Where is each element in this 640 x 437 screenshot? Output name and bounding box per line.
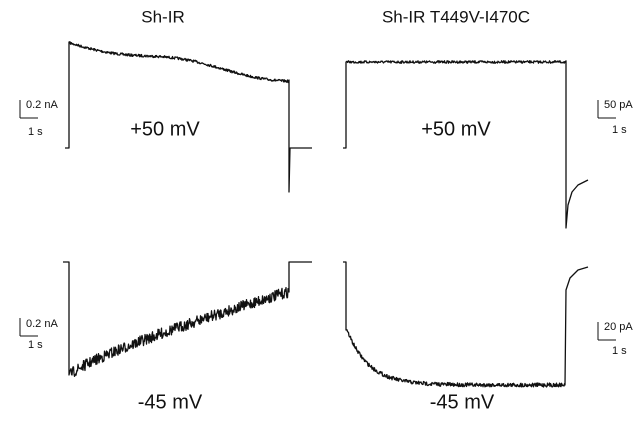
scale-time: 1 s xyxy=(28,339,43,351)
scale-current: 0.2 nA xyxy=(26,318,58,330)
current-trace xyxy=(63,261,312,378)
voltage-label: -45 mV xyxy=(138,391,203,413)
voltage-label: +50 mV xyxy=(130,118,200,140)
scale-current: 50 pA xyxy=(604,99,633,111)
panel-title: Sh-IR T449V-I470C xyxy=(382,7,530,26)
panel-title: Sh-IR xyxy=(141,7,184,26)
voltage-label: +50 mV xyxy=(421,118,491,140)
scale-time: 1 s xyxy=(612,124,627,136)
current-trace xyxy=(343,261,589,388)
scale-current: 0.2 nA xyxy=(26,99,58,111)
scale-time: 1 s xyxy=(612,345,627,357)
scale-current: 20 pA xyxy=(604,321,633,333)
current-trace xyxy=(65,41,312,193)
current-trace xyxy=(343,60,589,229)
scale-time: 1 s xyxy=(28,126,43,138)
voltage-label: -45 mV xyxy=(430,391,495,413)
